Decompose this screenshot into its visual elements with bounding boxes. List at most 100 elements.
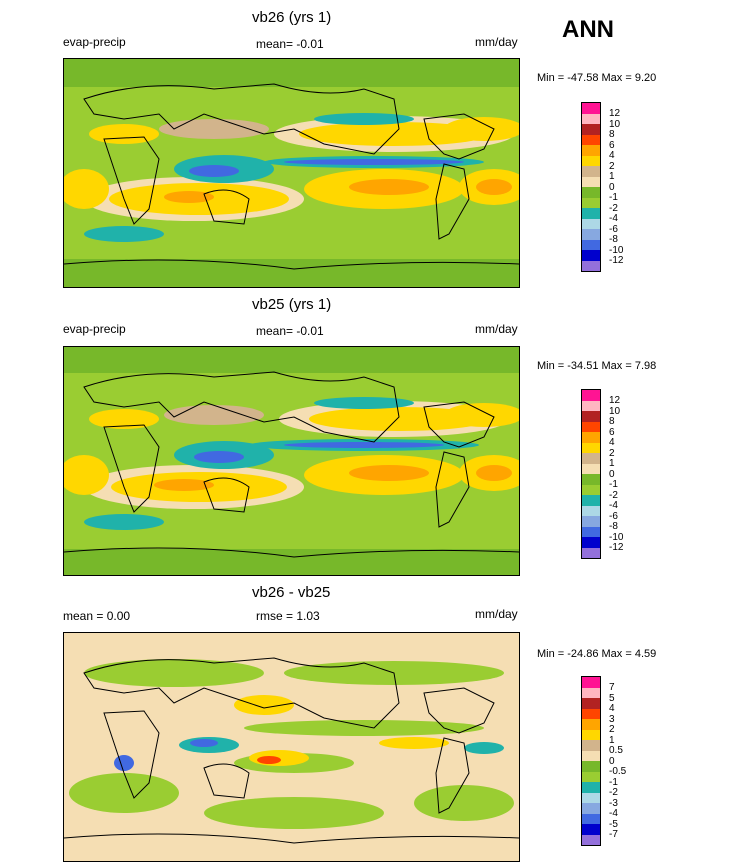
- panel1-colorbar-bin: [582, 229, 600, 240]
- panel3-colorbar-tick: -3: [609, 798, 618, 809]
- panel2-mean-label: mean= -0.01: [256, 324, 324, 338]
- panel1-colorbar-bin: [582, 197, 600, 208]
- panel1-colorbar-bin: [582, 176, 600, 187]
- panel2-colorbar-bin: [582, 432, 600, 443]
- panel1-colorbar-bin: [582, 124, 600, 135]
- panel2-colorbar-bin: [582, 442, 600, 453]
- panel1-colorbar-tick: 8: [609, 129, 615, 140]
- panel3-colorbar-tick: 2: [609, 724, 615, 735]
- panel3-colorbar-bin: [582, 771, 600, 782]
- panel3-colorbar-tick: -2: [609, 787, 618, 798]
- panel3-colorbar-tick: -4: [609, 808, 618, 819]
- panel2-colorbar-tick: -6: [609, 511, 618, 522]
- panel2-colorbar-tick: 1: [609, 458, 615, 469]
- panel1-map: [63, 58, 520, 288]
- panel2-colorbar-tick: 2: [609, 448, 615, 459]
- panel1-colorbar: [581, 102, 601, 272]
- panel2-colorbar-bin: [582, 421, 600, 432]
- panel1-colorbar-bin: [582, 134, 600, 145]
- panel2-min-max: Min = -34.51 Max = 7.98: [537, 360, 657, 372]
- panel1-colorbar-bin: [582, 103, 600, 114]
- panel3-colorbar-bin: [582, 792, 600, 803]
- panel1-colorbar-tick: 10: [609, 119, 621, 130]
- panel2-map: [63, 346, 520, 576]
- panel2-colorbar-bin: [582, 390, 600, 401]
- panel2-colorbar-tick: -2: [609, 490, 618, 501]
- panel3-colorbar-tick: -7: [609, 829, 618, 840]
- panel2-colorbar-tick: -10: [609, 532, 624, 543]
- panel1-colorbar-tick: 2: [609, 161, 615, 172]
- panel3-colorbar-bin: [582, 719, 600, 730]
- panel2-colorbar-tick: 12: [609, 395, 621, 406]
- panel3-colorbar-bin: [582, 834, 600, 845]
- panel3-colorbar-bin: [582, 782, 600, 793]
- panel3-map: [63, 632, 520, 862]
- panel1-contour-field: [64, 59, 519, 287]
- panel2-colorbar-bin: [582, 463, 600, 474]
- panel1-colorbar-bin: [582, 250, 600, 261]
- panel1-colorbar-bin: [582, 166, 600, 177]
- panel2-variable-label: evap-precip: [63, 322, 126, 336]
- panel1-colorbar-tick: -4: [609, 213, 618, 224]
- panel1-colorbar-tick: -6: [609, 224, 618, 235]
- panel1-colorbar-bin: [582, 208, 600, 219]
- panel1-colorbar-tick: 6: [609, 140, 615, 151]
- panel3-colorbar-bin: [582, 698, 600, 709]
- panel3-colorbar-tick: -5: [609, 819, 618, 830]
- panel2-colorbar-tick: -12: [609, 542, 624, 553]
- season-label: ANN: [562, 16, 614, 43]
- panel2-colorbar-tick: 10: [609, 406, 621, 417]
- panel3-colorbar-tick: 7: [609, 682, 615, 693]
- panel3-contour-field: [64, 633, 519, 861]
- panel1-colorbar-tick: 1: [609, 171, 615, 182]
- panel1-colorbar-tick: -10: [609, 245, 624, 256]
- panel2-contour-field: [64, 347, 519, 575]
- panel2-colorbar-tick: -8: [609, 521, 618, 532]
- panel3-colorbar-bin: [582, 677, 600, 688]
- panel1-mean-label: mean= -0.01: [256, 37, 324, 51]
- panel3-colorbar: [581, 676, 601, 846]
- panel1-colorbar-bin: [582, 145, 600, 156]
- panel1-colorbar-bin: [582, 218, 600, 229]
- panel2-colorbar-tick: -1: [609, 479, 618, 490]
- panel2-colorbar-tick: 8: [609, 416, 615, 427]
- panel2-colorbar: [581, 389, 601, 559]
- panel1-colorbar-tick: 0: [609, 182, 615, 193]
- panel3-colorbar-bin: [582, 729, 600, 740]
- panel1-units-label: mm/day: [475, 35, 518, 49]
- panel2-colorbar-tick: 0: [609, 469, 615, 480]
- panel3-colorbar-tick: 5: [609, 693, 615, 704]
- panel3-units-label: mm/day: [475, 607, 518, 621]
- panel3-colorbar-tick: -1: [609, 777, 618, 788]
- panel2-colorbar-bin: [582, 516, 600, 527]
- panel3-colorbar-bin: [582, 824, 600, 835]
- panel1-colorbar-tick: 4: [609, 150, 615, 161]
- panel3-colorbar-tick: -0.5: [609, 766, 627, 777]
- panel2-colorbar-bin: [582, 484, 600, 495]
- panel3-title: vb26 - vb25: [252, 584, 331, 601]
- panel3-colorbar-tick: 0: [609, 756, 615, 767]
- panel3-colorbar-tick: 4: [609, 703, 615, 714]
- panel3-colorbar-bin: [582, 761, 600, 772]
- panel3-rmse-label: rmse = 1.03: [256, 609, 320, 623]
- panel1-colorbar-tick: -2: [609, 203, 618, 214]
- panel1-colorbar-bin: [582, 187, 600, 198]
- panel3-colorbar-bin: [582, 750, 600, 761]
- panel2-units-label: mm/day: [475, 322, 518, 336]
- panel3-min-max: Min = -24.86 Max = 4.59: [537, 648, 657, 660]
- panel3-colorbar-tick: 3: [609, 714, 615, 725]
- panel2-colorbar-bin: [582, 495, 600, 506]
- panel1-colorbar-tick: 12: [609, 108, 621, 119]
- panel3-colorbar-bin: [582, 740, 600, 751]
- panel1-colorbar-bin: [582, 260, 600, 271]
- panel1-min-max: Min = -47.58 Max = 9.20: [537, 72, 657, 84]
- panel3-colorbar-tick: 0.5: [609, 745, 623, 756]
- panel2-colorbar-bin: [582, 400, 600, 411]
- panel1-colorbar-bin: [582, 239, 600, 250]
- panel1-colorbar-bin: [582, 113, 600, 124]
- panel2-colorbar-bin: [582, 526, 600, 537]
- panel2-colorbar-bin: [582, 547, 600, 558]
- panel2-colorbar-bin: [582, 474, 600, 485]
- panel1-colorbar-tick: -12: [609, 255, 624, 266]
- panel1-variable-label: evap-precip: [63, 35, 126, 49]
